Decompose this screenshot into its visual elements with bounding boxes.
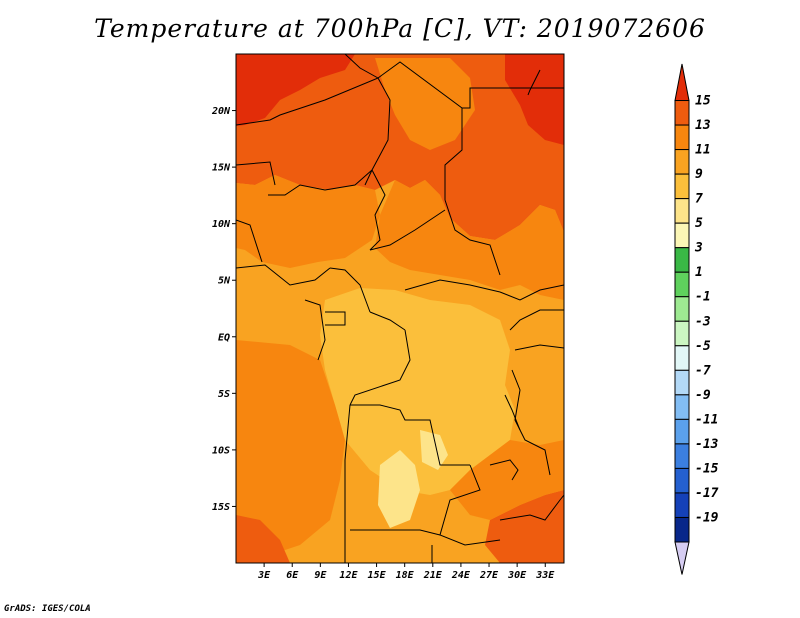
colorbar-swatch <box>674 124 690 151</box>
colorbar-label: 9 <box>695 167 703 182</box>
x-tick-label: 27E <box>479 570 499 581</box>
colorbar-swatch <box>674 173 690 200</box>
field-pale-south <box>378 450 420 528</box>
colorbar-label: -5 <box>695 339 711 354</box>
colorbar-label: -7 <box>695 363 711 378</box>
y-tick-label: EQ <box>218 332 230 343</box>
colorbar-swatch <box>674 492 690 518</box>
colorbar-label: 13 <box>695 118 711 133</box>
colorbar-label: 15 <box>695 94 711 109</box>
colorbar-label: 11 <box>695 143 711 158</box>
chart-title: Temperature at 700hPa [C], VT: 201907260… <box>94 14 706 43</box>
x-axis: 3E 6E 9E 12E 15E 18E 21E 24E 27E 30E 33E <box>257 563 555 581</box>
colorbar-swatch <box>674 100 690 126</box>
colorbar-swatch <box>674 467 690 494</box>
y-tick-label: 5S <box>218 389 230 400</box>
y-tick-label: 15S <box>212 502 230 513</box>
field-sahara <box>375 58 475 150</box>
map-frame <box>235 53 565 564</box>
field-west-africa <box>236 175 380 268</box>
colorbar-swatch <box>674 296 690 322</box>
colorbar-label: -15 <box>695 461 719 476</box>
field-pale-south2 <box>420 430 448 470</box>
y-tick-label: 5N <box>218 276 231 287</box>
field-warm-north <box>236 54 564 240</box>
x-tick-label: 6E <box>286 570 299 581</box>
x-tick-label: 3E <box>257 570 271 581</box>
grads-credit: GrADS: IGES/COLA <box>4 604 91 614</box>
colorbar-label: 7 <box>695 192 703 207</box>
colorbar-label: 3 <box>694 241 703 256</box>
x-tick-label: 12E <box>339 570 358 581</box>
colorbar-swatch <box>674 394 690 420</box>
field-se-warm <box>485 490 564 563</box>
x-tick-label: 9E <box>314 570 327 581</box>
y-tick-label: 10N <box>212 219 231 230</box>
colorbar-swatch <box>674 320 690 347</box>
x-tick-label: 18E <box>396 570 415 581</box>
colorbar-label: -17 <box>695 486 719 501</box>
colorbar-bottom-arrow <box>674 541 690 575</box>
colorbar-top-arrow <box>674 63 690 102</box>
x-tick-label: 15E <box>368 570 387 581</box>
x-tick-label: 24E <box>451 570 471 581</box>
y-tick-label: 20N <box>211 106 231 117</box>
colorbar-label: 5 <box>695 216 703 231</box>
colorbar-swatch <box>674 222 690 249</box>
country-borders <box>236 54 564 563</box>
field-se-orange <box>450 440 564 520</box>
colorbar-label: -19 <box>695 510 719 525</box>
field-congo <box>320 288 515 495</box>
colorbar: 15 13 11 9 7 5 3 1 -1 -3 -5 -7 -9 -11 -13 -15 -17 -19 <box>674 63 719 575</box>
colorbar-swatch <box>674 418 690 445</box>
y-tick-label: 10S <box>212 445 230 456</box>
x-tick-label: 30E <box>507 570 527 581</box>
colorbar-label: -13 <box>695 437 719 452</box>
colorbar-label: -1 <box>695 290 711 305</box>
colorbar-swatch <box>674 516 690 543</box>
colorbar-swatch <box>674 271 690 298</box>
x-tick-label: 21E <box>423 570 443 581</box>
colorbar-swatch <box>674 345 690 371</box>
y-axis: 20N 15N 10N 5N EQ 5S 10S 15S <box>211 106 236 513</box>
field-sw-warm <box>236 515 290 563</box>
colorbar-label: -3 <box>695 314 711 329</box>
colorbar-swatch <box>674 369 690 396</box>
colorbar-swatch <box>674 149 690 175</box>
colorbar-label: -11 <box>695 412 718 427</box>
field-atlantic-south <box>236 340 345 560</box>
field-hot-ne <box>505 54 564 145</box>
y-tick-label: 15N <box>212 163 231 174</box>
colorbar-swatch <box>674 247 690 273</box>
colorbar-swatch <box>674 443 690 469</box>
colorbar-swatch <box>674 198 690 224</box>
colorbar-label: -9 <box>695 388 711 403</box>
field-hot-nw <box>236 54 355 126</box>
colorbar-label: 1 <box>695 265 703 280</box>
temperature-map <box>236 54 564 563</box>
x-tick-label: 33E <box>535 570 555 581</box>
